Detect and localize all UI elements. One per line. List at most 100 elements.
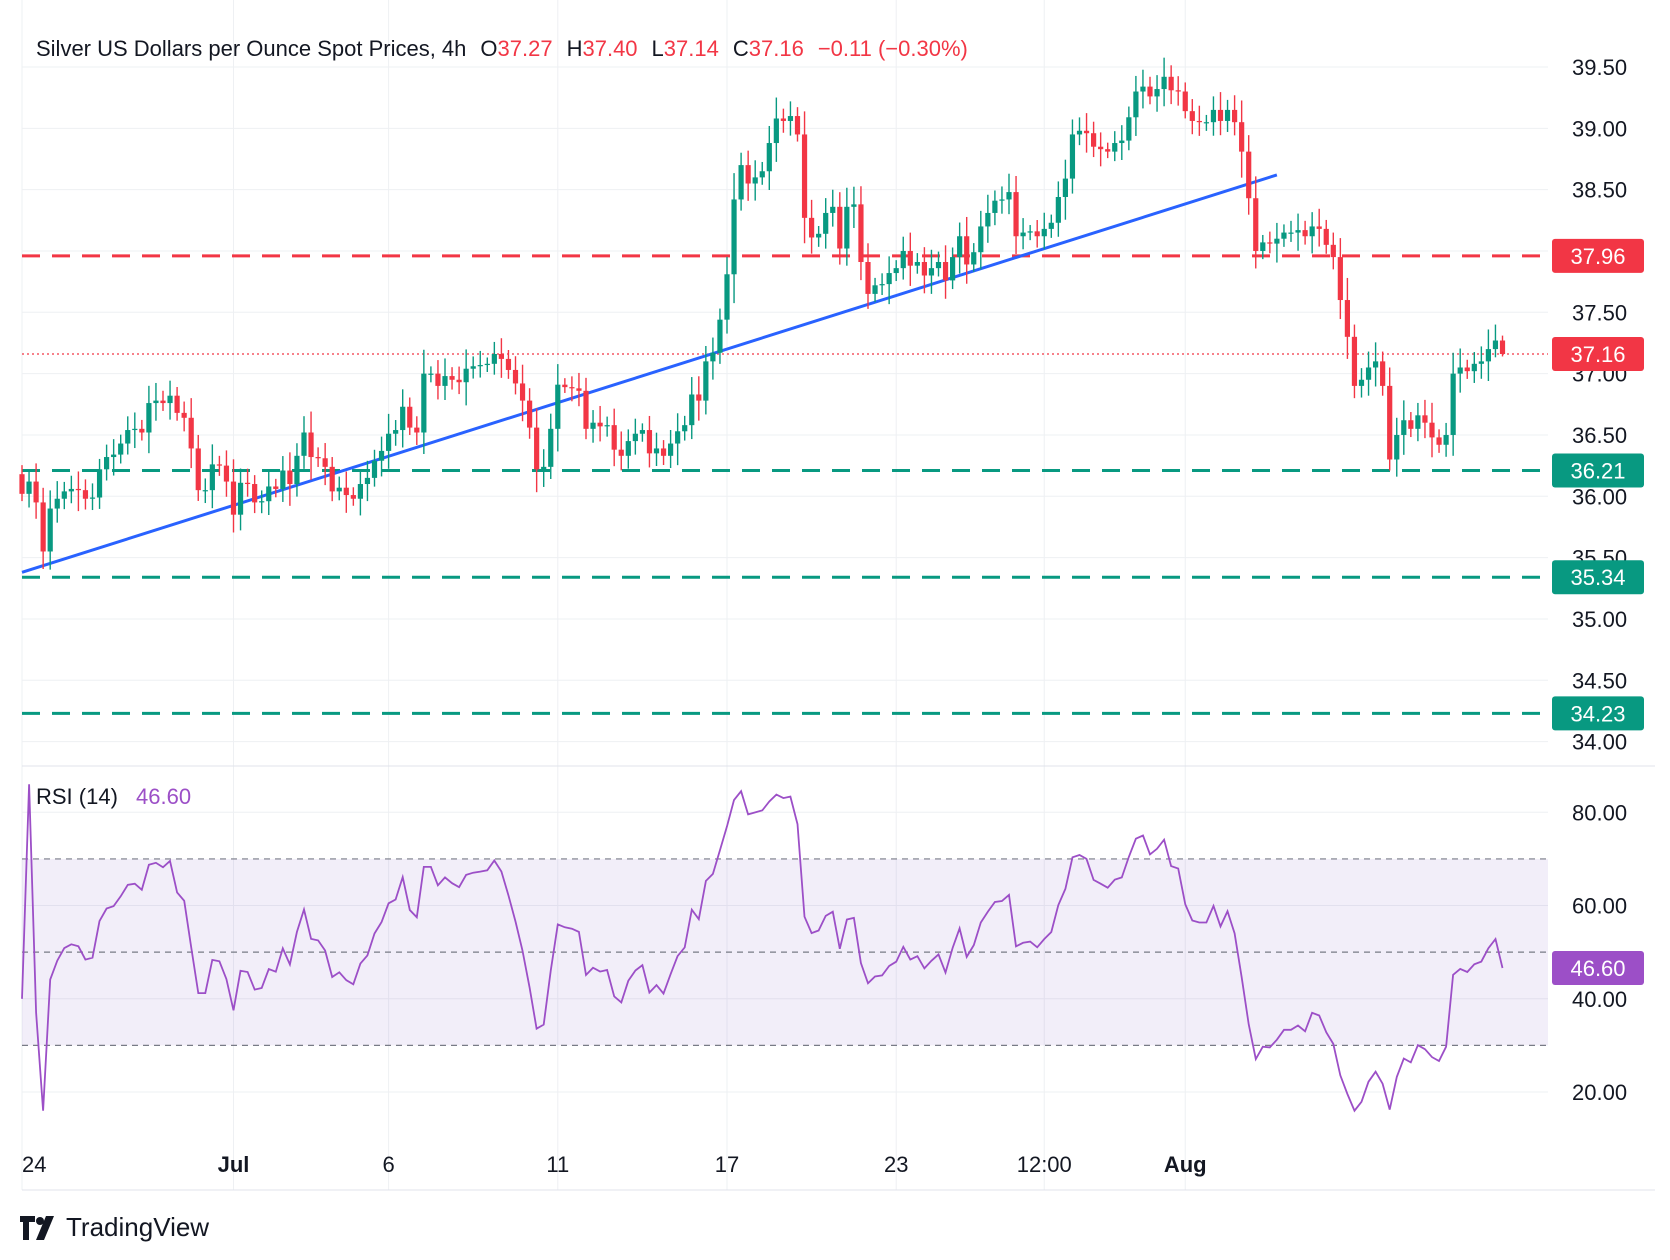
candle-body (745, 165, 751, 184)
rsi-legend: RSI (14) 46.60 (36, 784, 191, 810)
candle-body (195, 448, 201, 491)
candle-body (1083, 130, 1090, 134)
candle-body (449, 376, 455, 380)
candle-body (111, 454, 117, 458)
candle-body (724, 274, 730, 320)
candle-body (223, 465, 230, 482)
candle-body (794, 116, 801, 135)
grid (21, 0, 1655, 1191)
last-price-tag (1552, 337, 1644, 372)
candle-body (935, 262, 942, 269)
high-value: 37.40 (582, 36, 638, 61)
candle-body (823, 212, 829, 234)
candle-body (125, 430, 131, 444)
candle-body (1217, 109, 1224, 121)
candle-body (1267, 242, 1273, 244)
candle-body (534, 427, 540, 470)
candle-body (971, 252, 977, 265)
candle-body (54, 498, 60, 509)
level-price-tag-text: 34.23 (1570, 701, 1625, 726)
candle-body (68, 488, 74, 492)
candle-body (1351, 336, 1358, 386)
candle-body (858, 204, 864, 263)
price-tick-label: 36.50 (1572, 423, 1627, 448)
candle-body (1365, 367, 1372, 380)
candle-body (1224, 109, 1231, 121)
candle-body (907, 250, 913, 266)
rsi-pane (21, 784, 1548, 1113)
level-price-tag (1552, 453, 1644, 488)
candle-body (590, 422, 596, 429)
candle-body (1281, 232, 1287, 239)
candle-body (216, 464, 222, 466)
price-tick-label: 34.50 (1572, 668, 1627, 693)
candle-body (900, 250, 906, 269)
candle-body (1499, 340, 1506, 355)
candle-body (26, 481, 32, 494)
tradingview-logo[interactable]: TradingView (20, 1212, 209, 1243)
candle-body (1471, 363, 1477, 372)
price-tick-label: 34.00 (1572, 730, 1627, 755)
candle-body (1387, 385, 1393, 460)
candle-body (886, 273, 892, 285)
level-price-tag-text: 35.34 (1570, 565, 1625, 590)
candle-body (1344, 300, 1350, 337)
price-tick-label: 39.50 (1572, 55, 1627, 80)
candle-body (865, 262, 871, 294)
candle-body (400, 406, 406, 431)
high-label: H (566, 36, 583, 61)
candle-body (752, 177, 758, 184)
candle-body (555, 384, 561, 429)
candle-body (1443, 434, 1449, 445)
candle-body (1330, 244, 1336, 258)
symbol-title: Silver US Dollars per Ounce Spot Prices,… (36, 36, 467, 61)
candle-body (329, 466, 335, 492)
candle-body (1048, 222, 1054, 229)
candle-body (1422, 415, 1428, 423)
candle-body (287, 470, 293, 485)
candle-body (837, 206, 843, 249)
candle-body (470, 366, 476, 369)
candle-body (1415, 415, 1421, 429)
candle-body (992, 200, 998, 213)
candle-body (1210, 109, 1217, 123)
time-tick-label: 6 (382, 1152, 394, 1177)
last-price-tag-text: 37.16 (1570, 342, 1625, 367)
candle-body (809, 217, 815, 238)
candle-body (519, 383, 526, 401)
low-value: 37.14 (663, 36, 719, 61)
candle-body (1239, 122, 1245, 152)
price-tick-label: 35.00 (1572, 607, 1627, 632)
candle-body (1069, 134, 1076, 179)
time-tick-label: 24 (22, 1152, 46, 1177)
candle-body (964, 236, 970, 265)
candle-body (491, 354, 497, 364)
candle-body (576, 388, 582, 391)
candle-body (759, 171, 765, 178)
candle-body (118, 443, 124, 455)
candle-body (1288, 232, 1294, 234)
candle-body (146, 403, 152, 433)
candle-body (19, 474, 25, 494)
candle-body (583, 390, 589, 429)
candle-body (893, 268, 899, 274)
candle-body (1013, 192, 1019, 237)
candle-body (611, 425, 617, 450)
candle-body (484, 363, 490, 366)
candle-body (1161, 76, 1167, 90)
candle-body (844, 206, 850, 249)
candle-body (597, 422, 603, 427)
candle-body (1316, 226, 1322, 229)
candle-body (1175, 90, 1181, 92)
candle-body (245, 482, 251, 485)
candle-body (343, 487, 349, 496)
candle-body (921, 262, 927, 276)
candle-body (928, 268, 935, 276)
candle-body (1076, 130, 1083, 135)
candle-body (1126, 117, 1132, 141)
candle-body (1429, 422, 1435, 438)
candle-body (167, 395, 173, 404)
time-tick-label: Jul (218, 1152, 250, 1177)
candle-body (393, 430, 399, 434)
time-tick-label: 23 (884, 1152, 908, 1177)
